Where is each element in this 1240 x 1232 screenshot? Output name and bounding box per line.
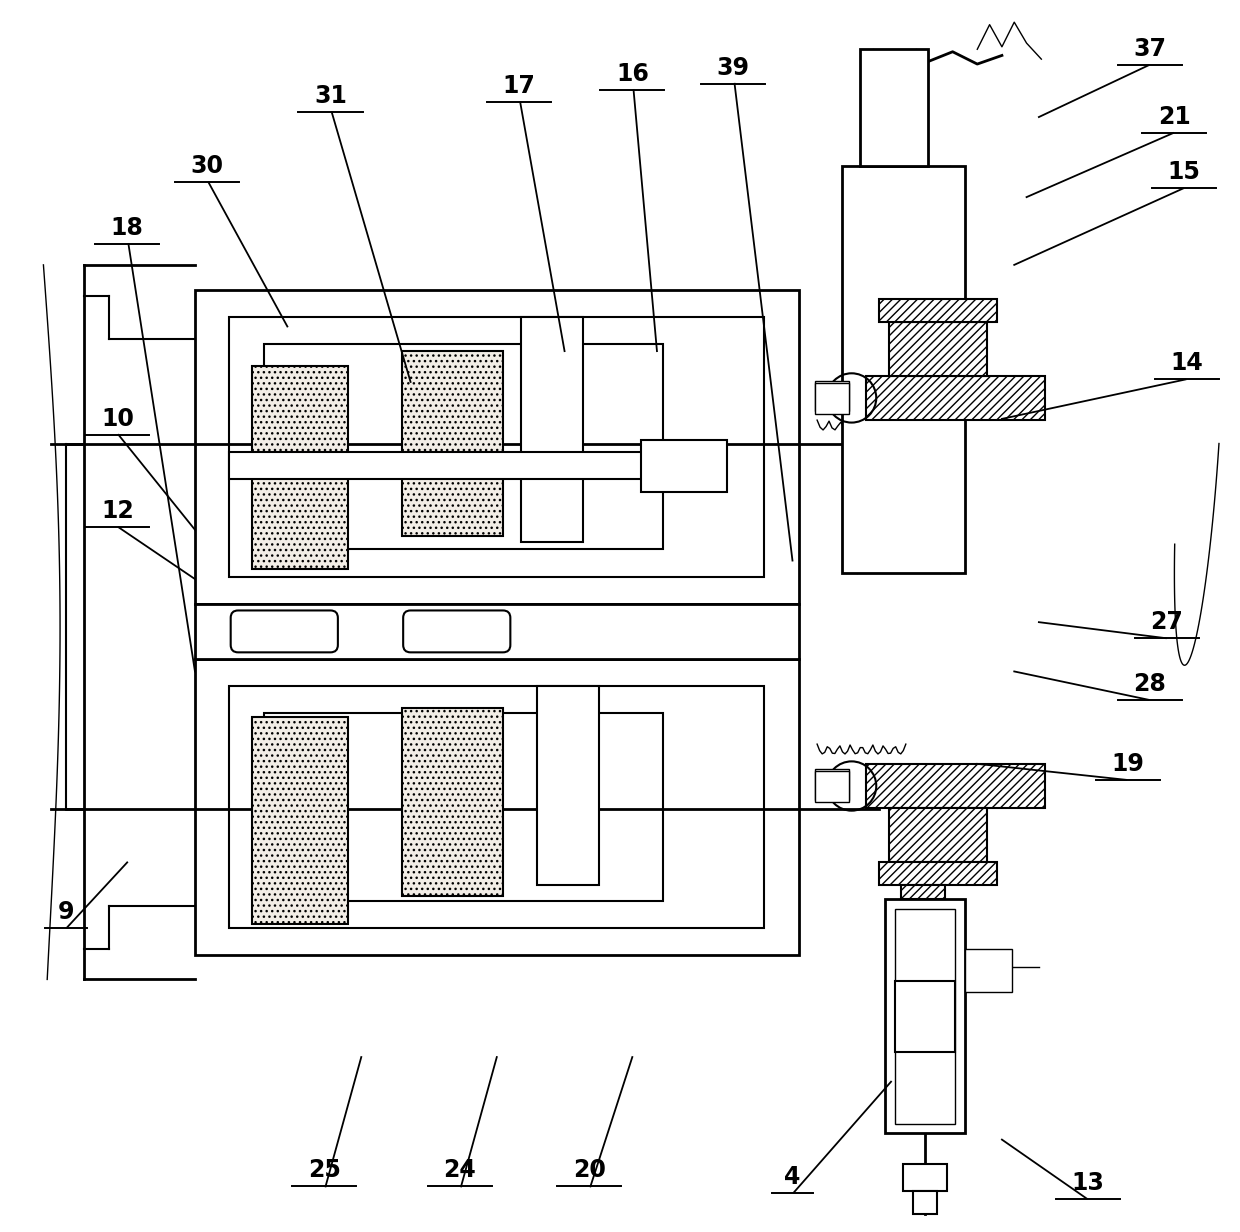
Bar — [195, 659, 799, 955]
Text: 27: 27 — [1151, 610, 1183, 634]
Bar — [879, 299, 997, 322]
Bar — [815, 771, 849, 802]
Text: 14: 14 — [1171, 351, 1203, 376]
Text: 9: 9 — [57, 899, 74, 924]
Bar — [641, 440, 727, 492]
Text: 20: 20 — [573, 1158, 605, 1183]
Bar — [229, 452, 691, 479]
Bar — [867, 764, 1045, 808]
Text: 13: 13 — [1071, 1170, 1105, 1195]
Text: 37: 37 — [1133, 37, 1167, 62]
Bar — [522, 317, 583, 542]
Bar — [885, 899, 965, 1133]
Text: 28: 28 — [1133, 671, 1166, 696]
Bar — [195, 604, 799, 659]
Bar — [889, 808, 987, 862]
Bar — [901, 885, 945, 899]
Text: 39: 39 — [717, 55, 750, 80]
Bar — [895, 981, 955, 1051]
Text: 30: 30 — [191, 154, 223, 179]
Bar — [815, 383, 849, 414]
Bar — [229, 317, 764, 577]
Bar — [842, 166, 965, 573]
Bar — [402, 708, 503, 896]
Bar — [252, 717, 347, 924]
Text: 24: 24 — [444, 1158, 476, 1183]
Bar — [195, 290, 799, 604]
Bar — [879, 862, 997, 885]
Bar — [264, 713, 663, 901]
FancyBboxPatch shape — [231, 610, 337, 653]
Text: 16: 16 — [616, 62, 649, 86]
Text: 17: 17 — [502, 74, 536, 99]
Bar — [867, 376, 1045, 420]
Bar — [252, 366, 347, 569]
Bar — [815, 381, 849, 411]
Bar — [965, 949, 1012, 992]
Bar — [889, 322, 987, 376]
Text: 19: 19 — [1111, 752, 1145, 776]
Text: 12: 12 — [100, 499, 134, 524]
Bar — [861, 49, 928, 166]
Text: 18: 18 — [110, 216, 144, 240]
Bar — [537, 686, 599, 885]
Text: 4: 4 — [784, 1164, 801, 1189]
Bar — [402, 351, 503, 536]
Text: 10: 10 — [100, 407, 134, 431]
Text: 21: 21 — [1158, 105, 1190, 129]
FancyBboxPatch shape — [403, 610, 511, 653]
Text: 31: 31 — [314, 84, 347, 108]
Bar — [815, 769, 849, 800]
Bar — [895, 909, 955, 1124]
Bar — [229, 686, 764, 928]
Text: 15: 15 — [1168, 160, 1200, 185]
Bar — [264, 344, 663, 549]
Bar — [913, 1191, 937, 1214]
Bar — [903, 1164, 947, 1191]
Text: 25: 25 — [308, 1158, 341, 1183]
